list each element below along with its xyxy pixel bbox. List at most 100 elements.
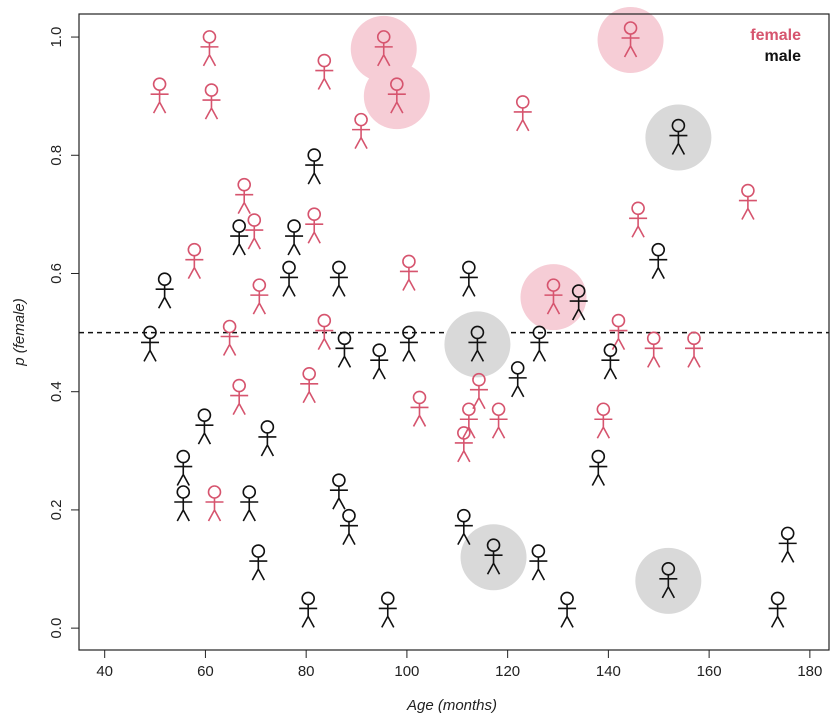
figure-body [205,498,223,521]
figure-body [594,415,612,438]
figure [649,244,667,279]
figure-head [612,315,624,327]
x-tick-label: 60 [197,663,214,680]
figure [235,179,253,214]
figure [410,391,428,426]
figure-head [288,220,300,232]
figure-body [151,90,169,113]
figure-head [159,273,171,285]
y-tick-label: 0.0 [48,618,65,639]
figure [340,510,358,545]
figure-body [410,403,428,426]
figure-body [335,344,353,367]
figure [202,84,220,119]
figure-body [305,220,323,243]
figure-head [652,244,664,256]
figure-head [318,55,330,67]
figure [285,220,303,255]
figure [330,474,348,509]
figure-body [258,433,276,456]
figure [509,362,527,397]
figure-head [203,31,215,43]
figure-body [221,333,239,356]
figure-head [413,391,425,403]
figure [400,326,418,361]
figure-body [230,232,248,255]
figure-body [514,108,532,131]
figure-body [141,338,159,361]
figure [200,31,218,66]
figure-head [302,592,314,604]
figure-head [233,220,245,232]
figure-head [177,451,189,463]
x-tick-label: 100 [394,663,419,680]
figure-body [649,256,667,279]
figure-body [645,344,663,367]
figure [335,332,353,367]
figure-body [250,291,268,314]
figure [530,326,548,361]
figure-head [283,261,295,273]
figure-head [632,202,644,214]
figure-head [343,510,355,522]
y-tick-label: 0.6 [48,263,65,284]
figure-head [224,321,236,333]
figure-body [185,256,203,279]
figure-head [333,474,345,486]
figure-head [248,214,260,226]
figure [601,344,619,379]
figure-body [352,126,370,149]
figure-head [198,409,210,421]
figure-body [779,539,797,562]
figure [779,527,797,562]
figure-head [772,592,784,604]
figure-head [188,244,200,256]
figure [205,486,223,521]
figure-head [154,78,166,90]
figure-body [174,463,192,486]
y-tick-label: 1.0 [48,27,65,48]
figure [300,368,318,403]
figure [629,202,647,237]
figure-head [604,344,616,356]
figure-body [530,338,548,361]
figure [379,592,397,627]
x-axis-label: Age (months) [406,697,497,714]
figure-body [245,226,263,249]
figure [156,273,174,308]
figure-head [458,510,470,522]
figure-body [400,338,418,361]
figure-head [308,149,320,161]
figure-body [315,67,333,90]
figure [141,326,159,361]
figure-head [742,185,754,197]
figure-head [532,545,544,557]
figure-head [308,208,320,220]
figure-head [592,451,604,463]
figure-body [330,486,348,509]
figure-body [330,273,348,296]
figure [685,332,703,367]
figure [589,451,607,486]
y-tick-label: 0.4 [48,381,65,402]
figure [305,149,323,184]
figure [258,421,276,456]
figure [250,279,268,314]
figure-body [230,392,248,415]
figure-head [648,332,660,344]
figure-body [529,557,547,580]
figure-head [177,486,189,498]
figure-head [253,279,265,291]
figure [151,78,169,113]
figure [490,403,508,438]
figure-head [243,486,255,498]
figure-head [493,403,505,415]
figure [739,185,757,220]
figure-body [195,421,213,444]
figure [352,114,370,149]
x-tick-label: 80 [298,663,315,680]
figure [558,592,576,627]
figure-body [609,327,627,350]
figure-head [355,114,367,126]
figure-body [370,356,388,379]
